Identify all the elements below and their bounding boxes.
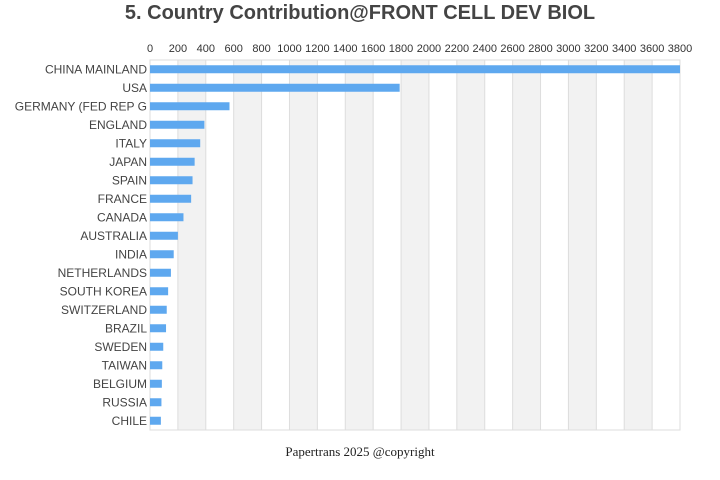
grid-band [512,60,541,430]
grid-band [568,60,597,430]
x-tick-label: 600 [225,43,243,55]
category-label: FRANCE [98,192,147,206]
bar [150,176,193,185]
x-tick-label: 2200 [445,43,469,55]
chart-title: 5. Country Contribution@FRONT CELL DEV B… [124,2,596,24]
category-label: BELGIUM [93,377,147,391]
category-label: USA [122,81,147,95]
plot-bands [177,60,653,430]
category-label: ENGLAND [89,118,147,132]
x-tick-label: 2000 [417,43,441,55]
category-label: SOUTH KOREA [60,284,147,298]
bars [150,65,680,425]
category-label: SWITZERLAND [61,303,147,317]
grid-band [289,60,318,430]
x-tick-label: 1400 [333,43,357,55]
plot-frame [149,59,681,431]
bar [150,379,162,388]
grid-band [456,60,485,430]
copyright-footer: Papertrans 2025 @copyright [285,444,435,459]
bar [150,83,400,92]
x-tick-label: 0 [147,43,153,55]
x-tick-label: 2800 [528,43,552,55]
bar [150,398,162,407]
category-label: BRAZIL [105,321,147,335]
grid-band [177,60,206,430]
bar [150,213,184,222]
category-label: ITALY [115,136,147,150]
x-tick-label: 400 [197,43,215,55]
bar [150,305,167,314]
category-label: CHINA MAINLAND [45,62,147,76]
x-tick-label: 1200 [305,43,329,55]
x-tick-label: 1800 [389,43,413,55]
grid-band [624,60,653,430]
bar [150,342,164,351]
x-tick-label: 3600 [640,43,664,55]
x-tick-label: 1000 [277,43,301,55]
category-label: RUSSIA [102,395,147,409]
grid-band [233,60,262,430]
x-tick-label: 800 [252,43,270,55]
category-label: SPAIN [112,173,147,187]
category-label: GERMANY (FED REP G [15,99,147,113]
x-tick-label: 3400 [612,43,636,55]
bar [150,139,201,148]
bar [150,102,230,111]
x-tick-label: 3200 [584,43,608,55]
category-label: TAIWAN [102,358,147,372]
x-tick-label: 200 [169,43,187,55]
grid-band [401,60,429,430]
x-tick-label: 3800 [668,43,692,55]
bar [150,120,205,129]
category-labels: CHINA MAINLAND USA GERMANY (FED REP G ENGLA… [15,62,148,428]
bar [150,194,192,203]
x-axis-ticks: 0 200 400 600 800 1000 1200 1400 1600 1800 2000 220… [147,43,692,55]
grid-lines [149,59,681,431]
bar [150,65,680,74]
bar [150,157,195,166]
x-tick-label: 1600 [361,43,385,55]
category-label: CHILE [112,414,147,428]
grid-band [345,60,374,430]
bar [150,324,167,333]
bar [150,287,169,296]
bar [150,416,161,425]
bar [150,361,163,370]
bar [150,250,174,259]
x-tick-label: 3000 [556,43,580,55]
bar [150,268,171,277]
category-label: AUSTRALIA [80,229,147,243]
category-label: NETHERLANDS [58,266,147,280]
bar [150,231,178,240]
category-label: SWEDEN [94,340,147,354]
x-tick-label: 2400 [472,43,496,55]
x-tick-label: 2600 [500,43,524,55]
category-label: JAPAN [109,155,147,169]
category-label: INDIA [115,247,147,261]
category-label: CANADA [97,210,147,224]
